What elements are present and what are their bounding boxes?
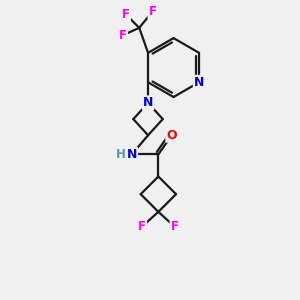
Text: N: N xyxy=(143,96,153,110)
Text: F: F xyxy=(138,220,146,233)
Text: N: N xyxy=(127,148,137,161)
Text: F: F xyxy=(171,220,178,233)
Text: O: O xyxy=(166,129,177,142)
Text: F: F xyxy=(119,29,127,42)
Text: N: N xyxy=(194,76,204,89)
Text: F: F xyxy=(122,8,130,21)
Text: H: H xyxy=(116,148,126,161)
Text: F: F xyxy=(148,5,157,18)
